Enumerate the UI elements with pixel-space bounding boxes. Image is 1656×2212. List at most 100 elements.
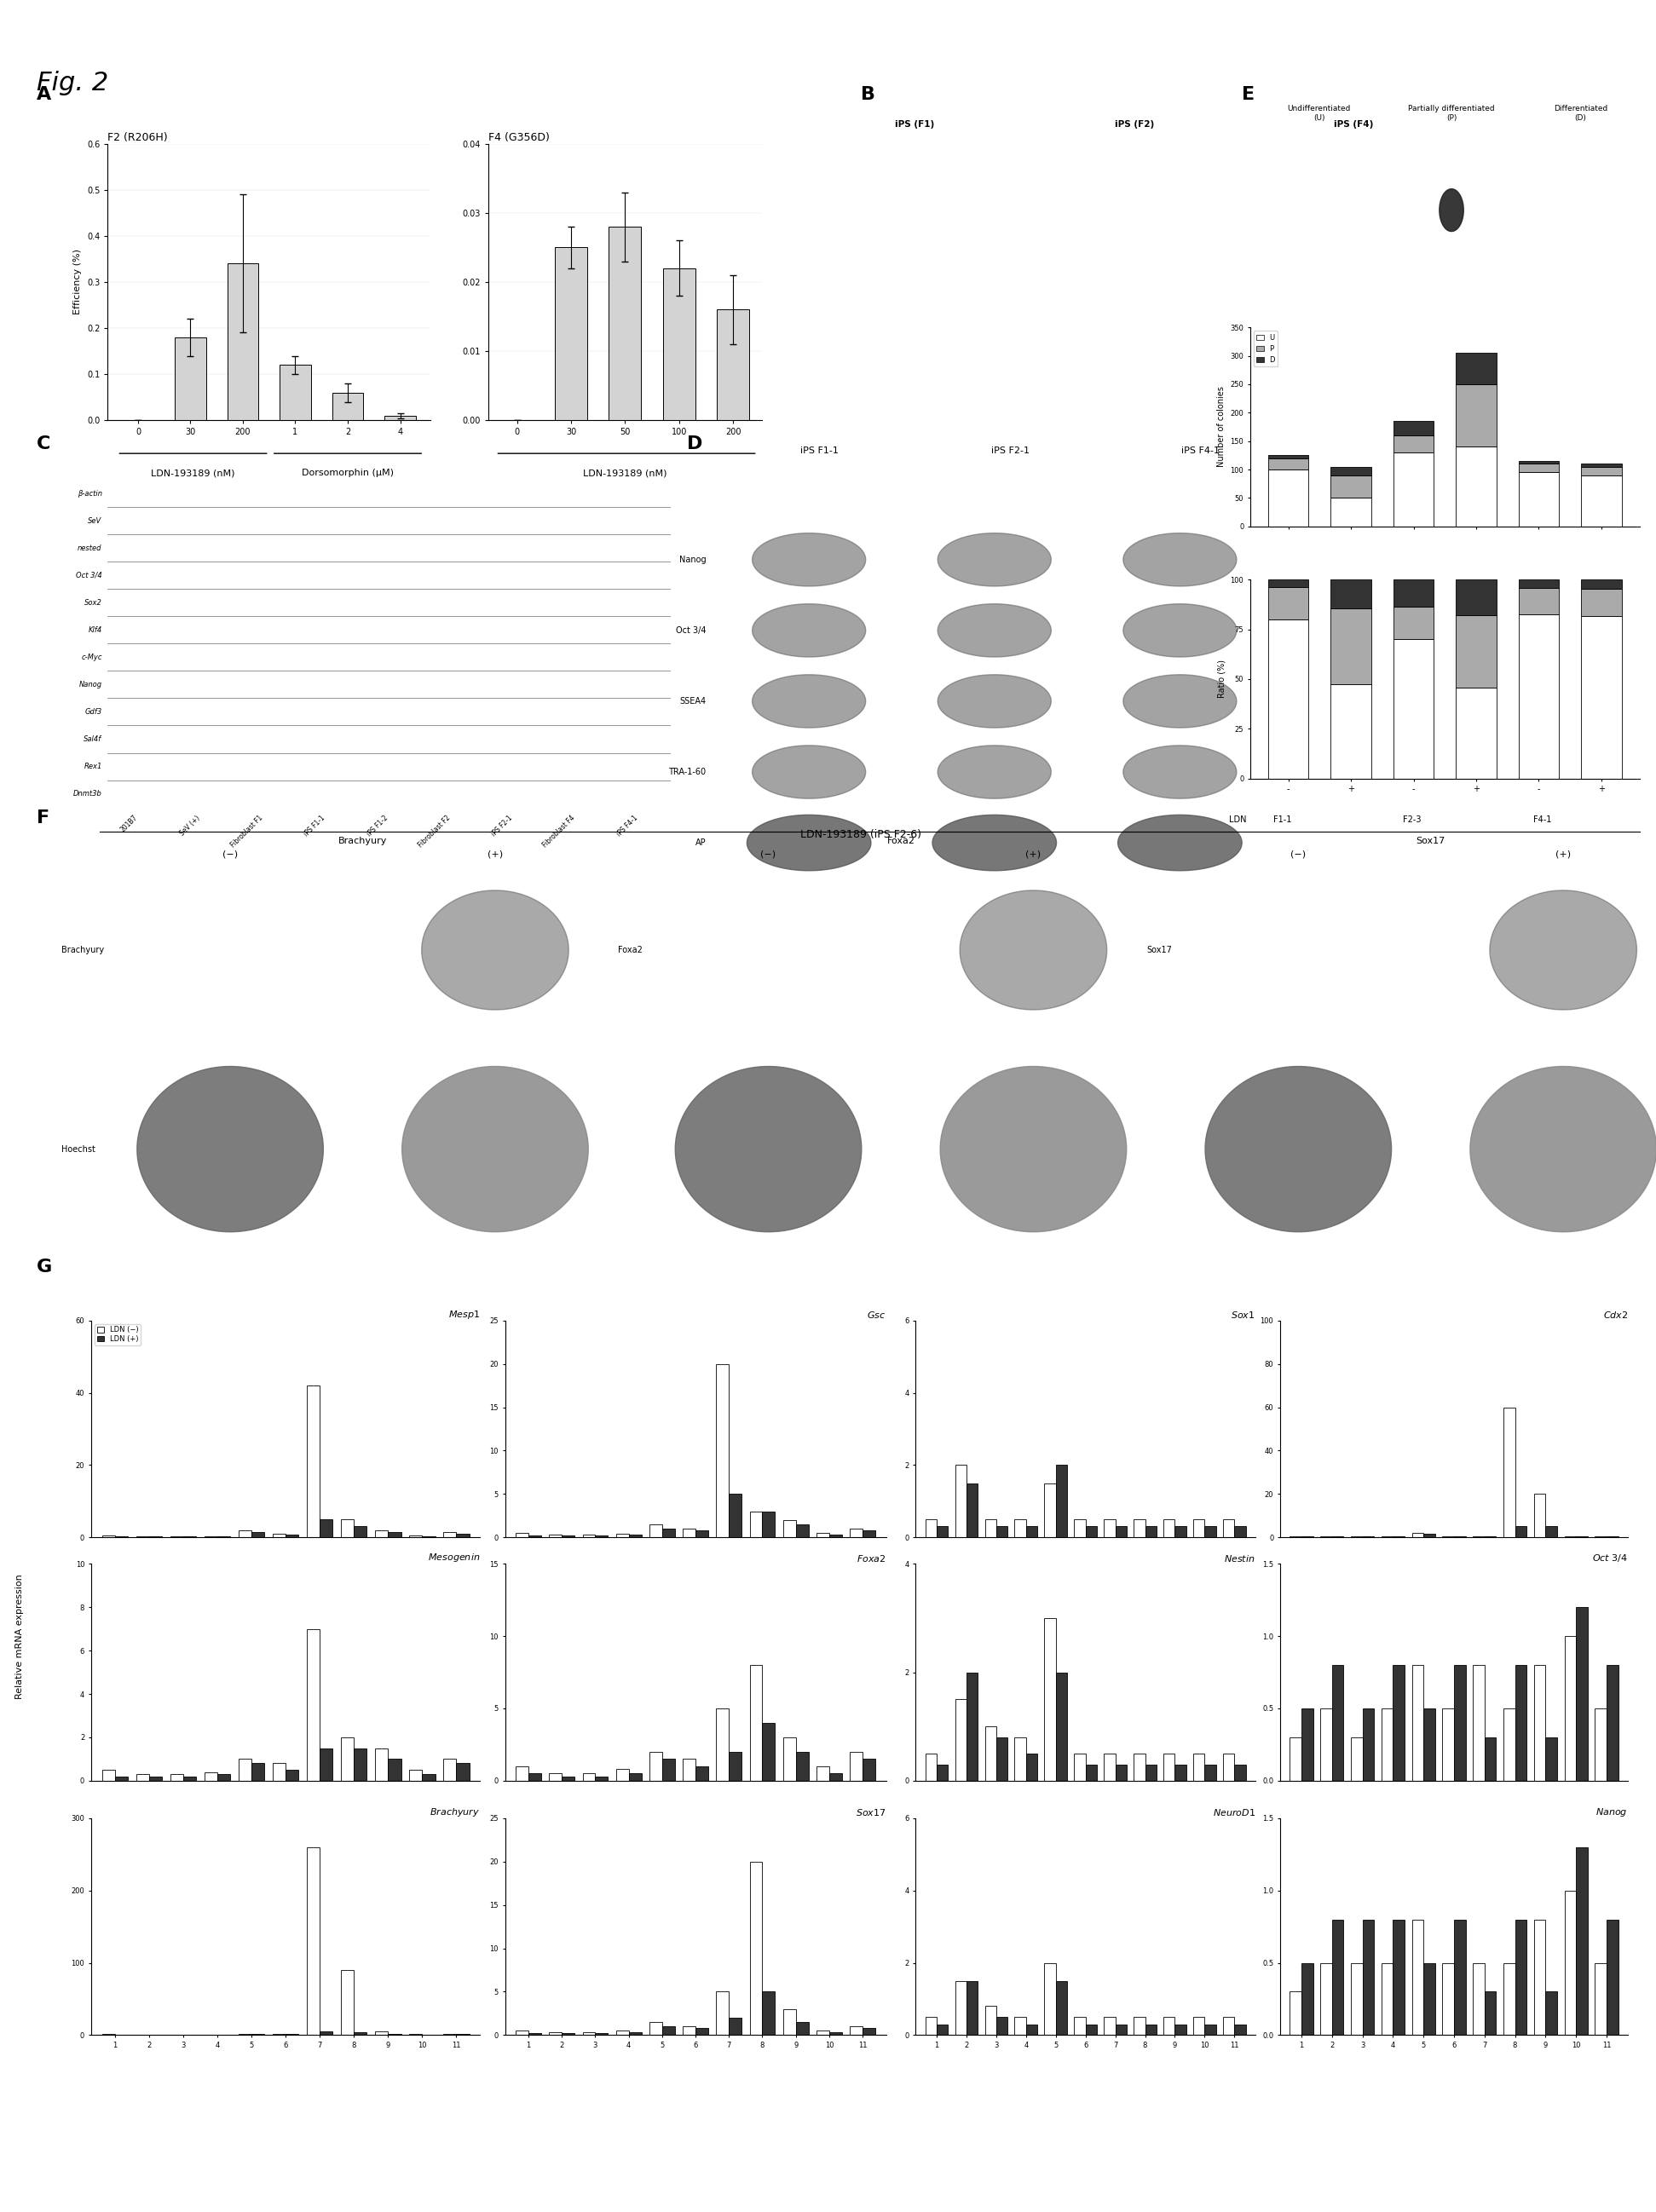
Bar: [1086, 1526, 1096, 1537]
Text: SeV: SeV: [88, 518, 103, 524]
Bar: [1194, 1520, 1204, 1537]
Bar: [1174, 1526, 1186, 1537]
Bar: [863, 1531, 876, 1537]
Polygon shape: [747, 814, 871, 872]
Bar: [273, 1533, 285, 1537]
Bar: [850, 2026, 863, 2035]
Bar: [1381, 1708, 1393, 1781]
Bar: [1442, 1708, 1454, 1781]
Polygon shape: [932, 814, 1057, 872]
Bar: [515, 1765, 528, 1781]
Bar: [1393, 606, 1434, 639]
Bar: [616, 1770, 629, 1781]
Title: Differentiated
(D): Differentiated (D): [1553, 106, 1608, 122]
Bar: [366, 568, 412, 582]
Text: $\mathit{Mesogenin}$: $\mathit{Mesogenin}$: [427, 1553, 480, 1564]
Bar: [1302, 1708, 1313, 1781]
Bar: [1351, 1962, 1363, 2035]
Bar: [303, 706, 349, 719]
Bar: [1363, 1708, 1374, 1781]
Bar: [616, 568, 662, 582]
Bar: [1086, 1765, 1096, 1781]
Polygon shape: [1123, 533, 1237, 586]
Bar: [1330, 476, 1371, 498]
Bar: [240, 650, 288, 664]
Bar: [1413, 1666, 1424, 1781]
Bar: [238, 1759, 252, 1781]
Bar: [783, 1520, 797, 1537]
Bar: [1234, 1765, 1245, 1781]
Bar: [179, 513, 225, 529]
Bar: [1545, 1991, 1557, 2035]
Bar: [1027, 1526, 1037, 1537]
Bar: [1504, 1962, 1515, 2035]
Bar: [1519, 465, 1560, 473]
Bar: [956, 1982, 967, 2035]
Bar: [1268, 588, 1308, 619]
Polygon shape: [1490, 891, 1636, 1009]
Bar: [553, 568, 601, 582]
Bar: [490, 487, 538, 500]
Bar: [967, 1982, 977, 2035]
Bar: [1581, 467, 1621, 476]
Bar: [515, 1533, 528, 1537]
Bar: [179, 542, 225, 555]
Bar: [1086, 2024, 1096, 2035]
Text: F: F: [36, 810, 50, 827]
Text: iPS F4-1: iPS F4-1: [1181, 447, 1220, 456]
Polygon shape: [1537, 135, 1625, 285]
Bar: [616, 595, 662, 611]
Bar: [850, 1752, 863, 1781]
Bar: [303, 650, 349, 664]
Bar: [997, 2017, 1007, 2035]
Polygon shape: [752, 745, 866, 799]
Bar: [179, 595, 225, 611]
Bar: [1114, 1765, 1126, 1781]
Bar: [1519, 588, 1560, 615]
Text: (−): (−): [760, 849, 777, 858]
Bar: [1519, 460, 1560, 465]
Bar: [429, 624, 475, 637]
Bar: [1533, 1493, 1545, 1537]
Bar: [1224, 1520, 1234, 1537]
Bar: [1413, 1920, 1424, 2035]
Bar: [682, 1528, 696, 1537]
Bar: [354, 1526, 368, 1537]
Bar: [850, 1528, 863, 1537]
Polygon shape: [402, 1066, 588, 1232]
Bar: [816, 2031, 830, 2035]
Bar: [1105, 1520, 1114, 1537]
Bar: [1484, 1736, 1495, 1781]
Bar: [116, 487, 162, 500]
Bar: [1533, 1920, 1545, 2035]
Bar: [1606, 1666, 1618, 1781]
Bar: [1144, 2024, 1156, 2035]
Polygon shape: [1123, 675, 1237, 728]
Bar: [1234, 1526, 1245, 1537]
Bar: [1595, 1962, 1606, 2035]
Bar: [926, 1520, 937, 1537]
Bar: [366, 706, 412, 719]
Text: c-Myc: c-Myc: [81, 653, 103, 661]
Text: LDN: LDN: [1229, 816, 1247, 825]
Text: B: B: [861, 86, 876, 104]
Bar: [331, 394, 363, 420]
Bar: [306, 1847, 320, 2035]
Text: $\mathit{Sox1}$: $\mathit{Sox1}$: [1230, 1310, 1255, 1321]
Bar: [595, 1776, 608, 1781]
Bar: [303, 787, 349, 801]
Bar: [204, 1772, 217, 1781]
Y-axis label: Ratio (%): Ratio (%): [1217, 659, 1225, 699]
Bar: [1504, 1407, 1515, 1537]
Bar: [490, 595, 538, 611]
Bar: [1484, 1991, 1495, 2035]
Bar: [797, 1524, 808, 1537]
Bar: [985, 2006, 997, 2035]
Bar: [863, 1759, 876, 1781]
Bar: [1515, 1666, 1527, 1781]
Bar: [238, 1531, 252, 1537]
Bar: [1114, 2024, 1126, 2035]
Bar: [1268, 456, 1308, 458]
Text: E: E: [1242, 86, 1255, 104]
Text: (+): (+): [487, 849, 503, 858]
